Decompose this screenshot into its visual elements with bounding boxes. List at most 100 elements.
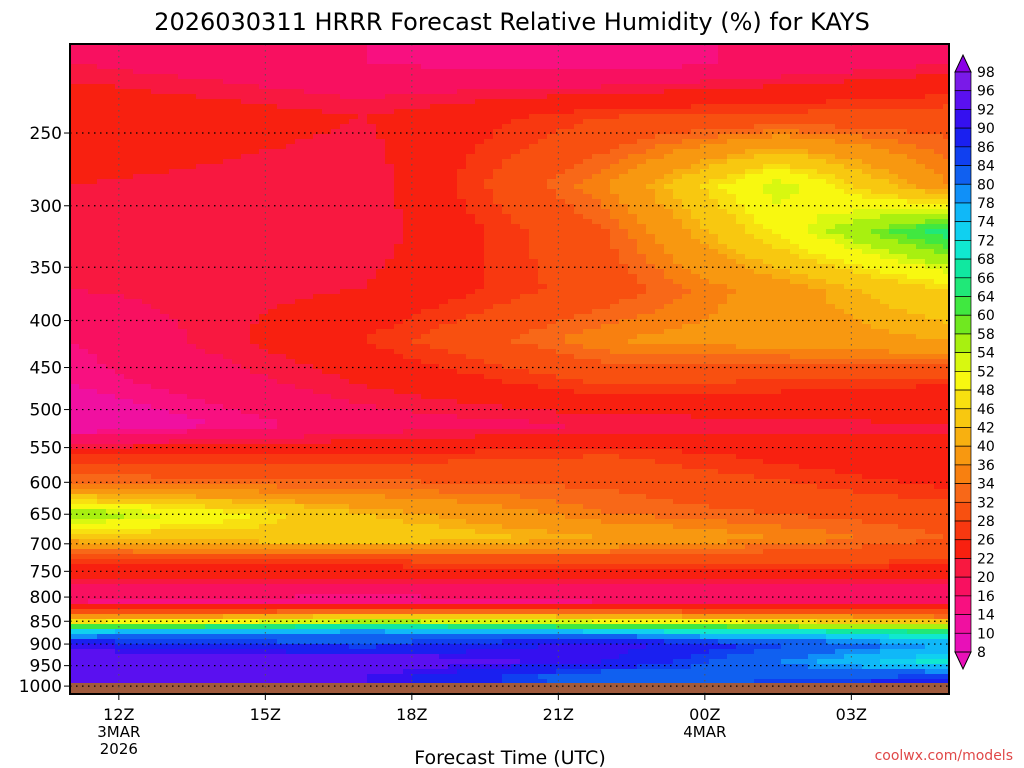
field-cell [394, 294, 404, 300]
field-cell [403, 239, 413, 245]
field-cell [736, 294, 746, 300]
field-cell [214, 259, 224, 265]
field-cell [448, 289, 458, 295]
field-cell [655, 289, 665, 295]
field-cell [835, 54, 845, 60]
field-cell [502, 219, 512, 225]
field-cell [574, 104, 584, 110]
field-cell [637, 159, 647, 165]
field-cell [70, 284, 80, 290]
field-cell [259, 149, 269, 155]
field-cell [790, 109, 800, 115]
field-cell [385, 149, 395, 155]
field-cell [394, 74, 404, 80]
field-cell [133, 144, 143, 150]
field-cell [313, 194, 323, 200]
field-cell [655, 49, 665, 55]
field-cell [232, 104, 242, 110]
field-cell [619, 54, 629, 60]
field-cell [367, 294, 377, 300]
field-cell [682, 234, 692, 240]
field-cell [277, 89, 287, 95]
field-cell [763, 284, 773, 290]
field-cell [655, 74, 665, 80]
field-cell [943, 209, 949, 215]
field-cell [691, 44, 701, 50]
field-cell [403, 54, 413, 60]
field-cell [340, 224, 350, 230]
field-cell [223, 154, 233, 160]
field-cell [628, 219, 638, 225]
field-cell [673, 84, 683, 90]
field-cell [835, 149, 845, 155]
field-cell [601, 234, 611, 240]
field-cell [268, 294, 278, 300]
field-cell [844, 244, 854, 250]
field-cell [826, 249, 836, 255]
field-cell [133, 59, 143, 65]
field-cell [556, 139, 566, 145]
field-cell [70, 124, 80, 130]
field-cell [646, 174, 656, 180]
field-cell [907, 44, 917, 50]
field-cell [70, 274, 80, 280]
field-cell [520, 204, 530, 210]
field-cell [871, 249, 881, 255]
field-cell [835, 184, 845, 190]
field-cell [376, 99, 386, 105]
field-cell [691, 294, 701, 300]
field-cell [106, 94, 116, 100]
field-cell [574, 154, 584, 160]
field-cell [844, 154, 854, 160]
field-cell [682, 254, 692, 260]
field-cell [583, 204, 593, 210]
field-cell [457, 259, 467, 265]
field-cell [205, 234, 215, 240]
field-cell [412, 189, 422, 195]
field-cell [835, 294, 845, 300]
field-cell [115, 209, 125, 215]
field-cell [502, 54, 512, 60]
field-cell [502, 239, 512, 245]
field-cell [682, 289, 692, 295]
field-cell [610, 234, 620, 240]
field-cell [430, 139, 440, 145]
field-cell [880, 189, 890, 195]
field-cell [646, 264, 656, 270]
field-cell [772, 64, 782, 70]
field-cell [745, 114, 755, 120]
field-cell [763, 174, 773, 180]
field-cell [610, 49, 620, 55]
field-cell [853, 294, 863, 300]
field-cell [925, 159, 935, 165]
field-cell [799, 69, 809, 75]
field-cell [502, 209, 512, 215]
field-cell [421, 179, 431, 185]
field-cell [457, 59, 467, 65]
field-cell [520, 194, 530, 200]
field-cell [367, 289, 377, 295]
field-cell [871, 99, 881, 105]
field-cell [682, 169, 692, 175]
field-cell [142, 169, 152, 175]
field-cell [709, 169, 719, 175]
field-cell [304, 154, 314, 160]
field-cell [565, 54, 575, 60]
field-cell [511, 139, 521, 145]
field-cell [547, 169, 557, 175]
field-cell [763, 144, 773, 150]
field-cell [601, 54, 611, 60]
field-cell [835, 89, 845, 95]
field-cell [439, 229, 449, 235]
field-cell [790, 184, 800, 190]
field-cell [727, 129, 737, 135]
field-cell [358, 139, 368, 145]
field-cell [835, 269, 845, 275]
field-cell [628, 64, 638, 70]
field-cell [385, 199, 395, 205]
field-cell [574, 229, 584, 235]
field-cell [286, 164, 296, 170]
field-cell [709, 159, 719, 165]
field-cell [637, 294, 647, 300]
field-cell [556, 269, 566, 275]
